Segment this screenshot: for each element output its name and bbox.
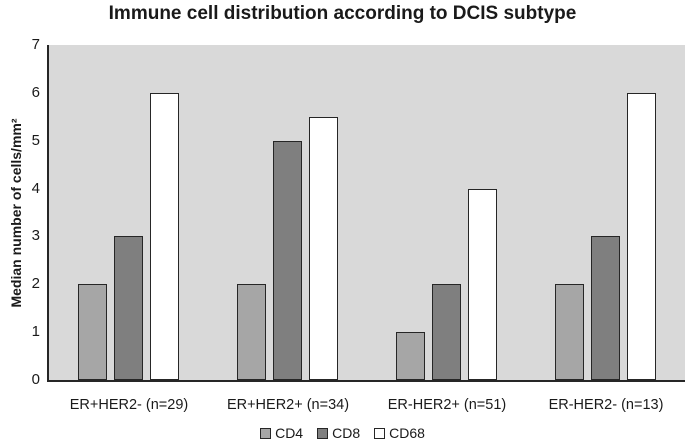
bar-cd4-group1 [78,284,107,380]
bar-cd68-group3 [468,188,497,380]
bar-cd8-group2 [273,140,302,380]
y-axis-tick-label: 5 [31,131,40,149]
x-axis-category-label: ER+HER2+ (n=34) [226,397,350,413]
x-axis-category-label: ER-HER2- (n=13) [548,397,664,413]
bar-cd8-group1 [114,236,143,380]
legend-label-cd4: CD4 [275,425,304,441]
x-axis-category-label: ER-HER2+ (n=51) [387,397,507,413]
y-axis-tick-label: 0 [31,371,40,388]
bar-cd8-group3 [432,284,461,380]
legend-label-cd68: CD68 [389,425,425,441]
x-axis-category-label: ER+HER2- (n=29) [69,397,189,413]
bar-cd68-group4 [627,92,656,380]
legend-swatch-cd68 [374,427,386,439]
y-axis-tick-label: 3 [31,227,40,245]
legend-item-cd68: CD68 [374,425,425,441]
y-axis-tick-label: 4 [31,179,40,197]
bar-cd4-group4 [555,284,584,380]
y-axis-tick-label: 7 [31,36,40,53]
chart-legend: CD4 CD8 CD68 [0,424,685,442]
legend-swatch-cd4 [260,427,272,439]
legend-item-cd8: CD8 [317,425,360,441]
bar-cd8-group4 [591,236,620,380]
bar-cd4-group2 [237,284,266,380]
plot-area [47,45,685,382]
legend-label-cd8: CD8 [332,425,361,441]
y-axis-tick-label: 1 [31,323,40,341]
legend-item-cd4: CD4 [260,425,303,441]
chart-title: Immune cell distribution according to DC… [108,3,577,24]
y-axis-tick-label: 2 [31,275,40,293]
bar-cd68-group1 [150,92,179,380]
bar-cd4-group3 [396,332,425,380]
bar-cd68-group2 [309,116,338,380]
y-axis-tick-label: 6 [31,83,40,101]
legend-swatch-cd8 [317,427,329,439]
